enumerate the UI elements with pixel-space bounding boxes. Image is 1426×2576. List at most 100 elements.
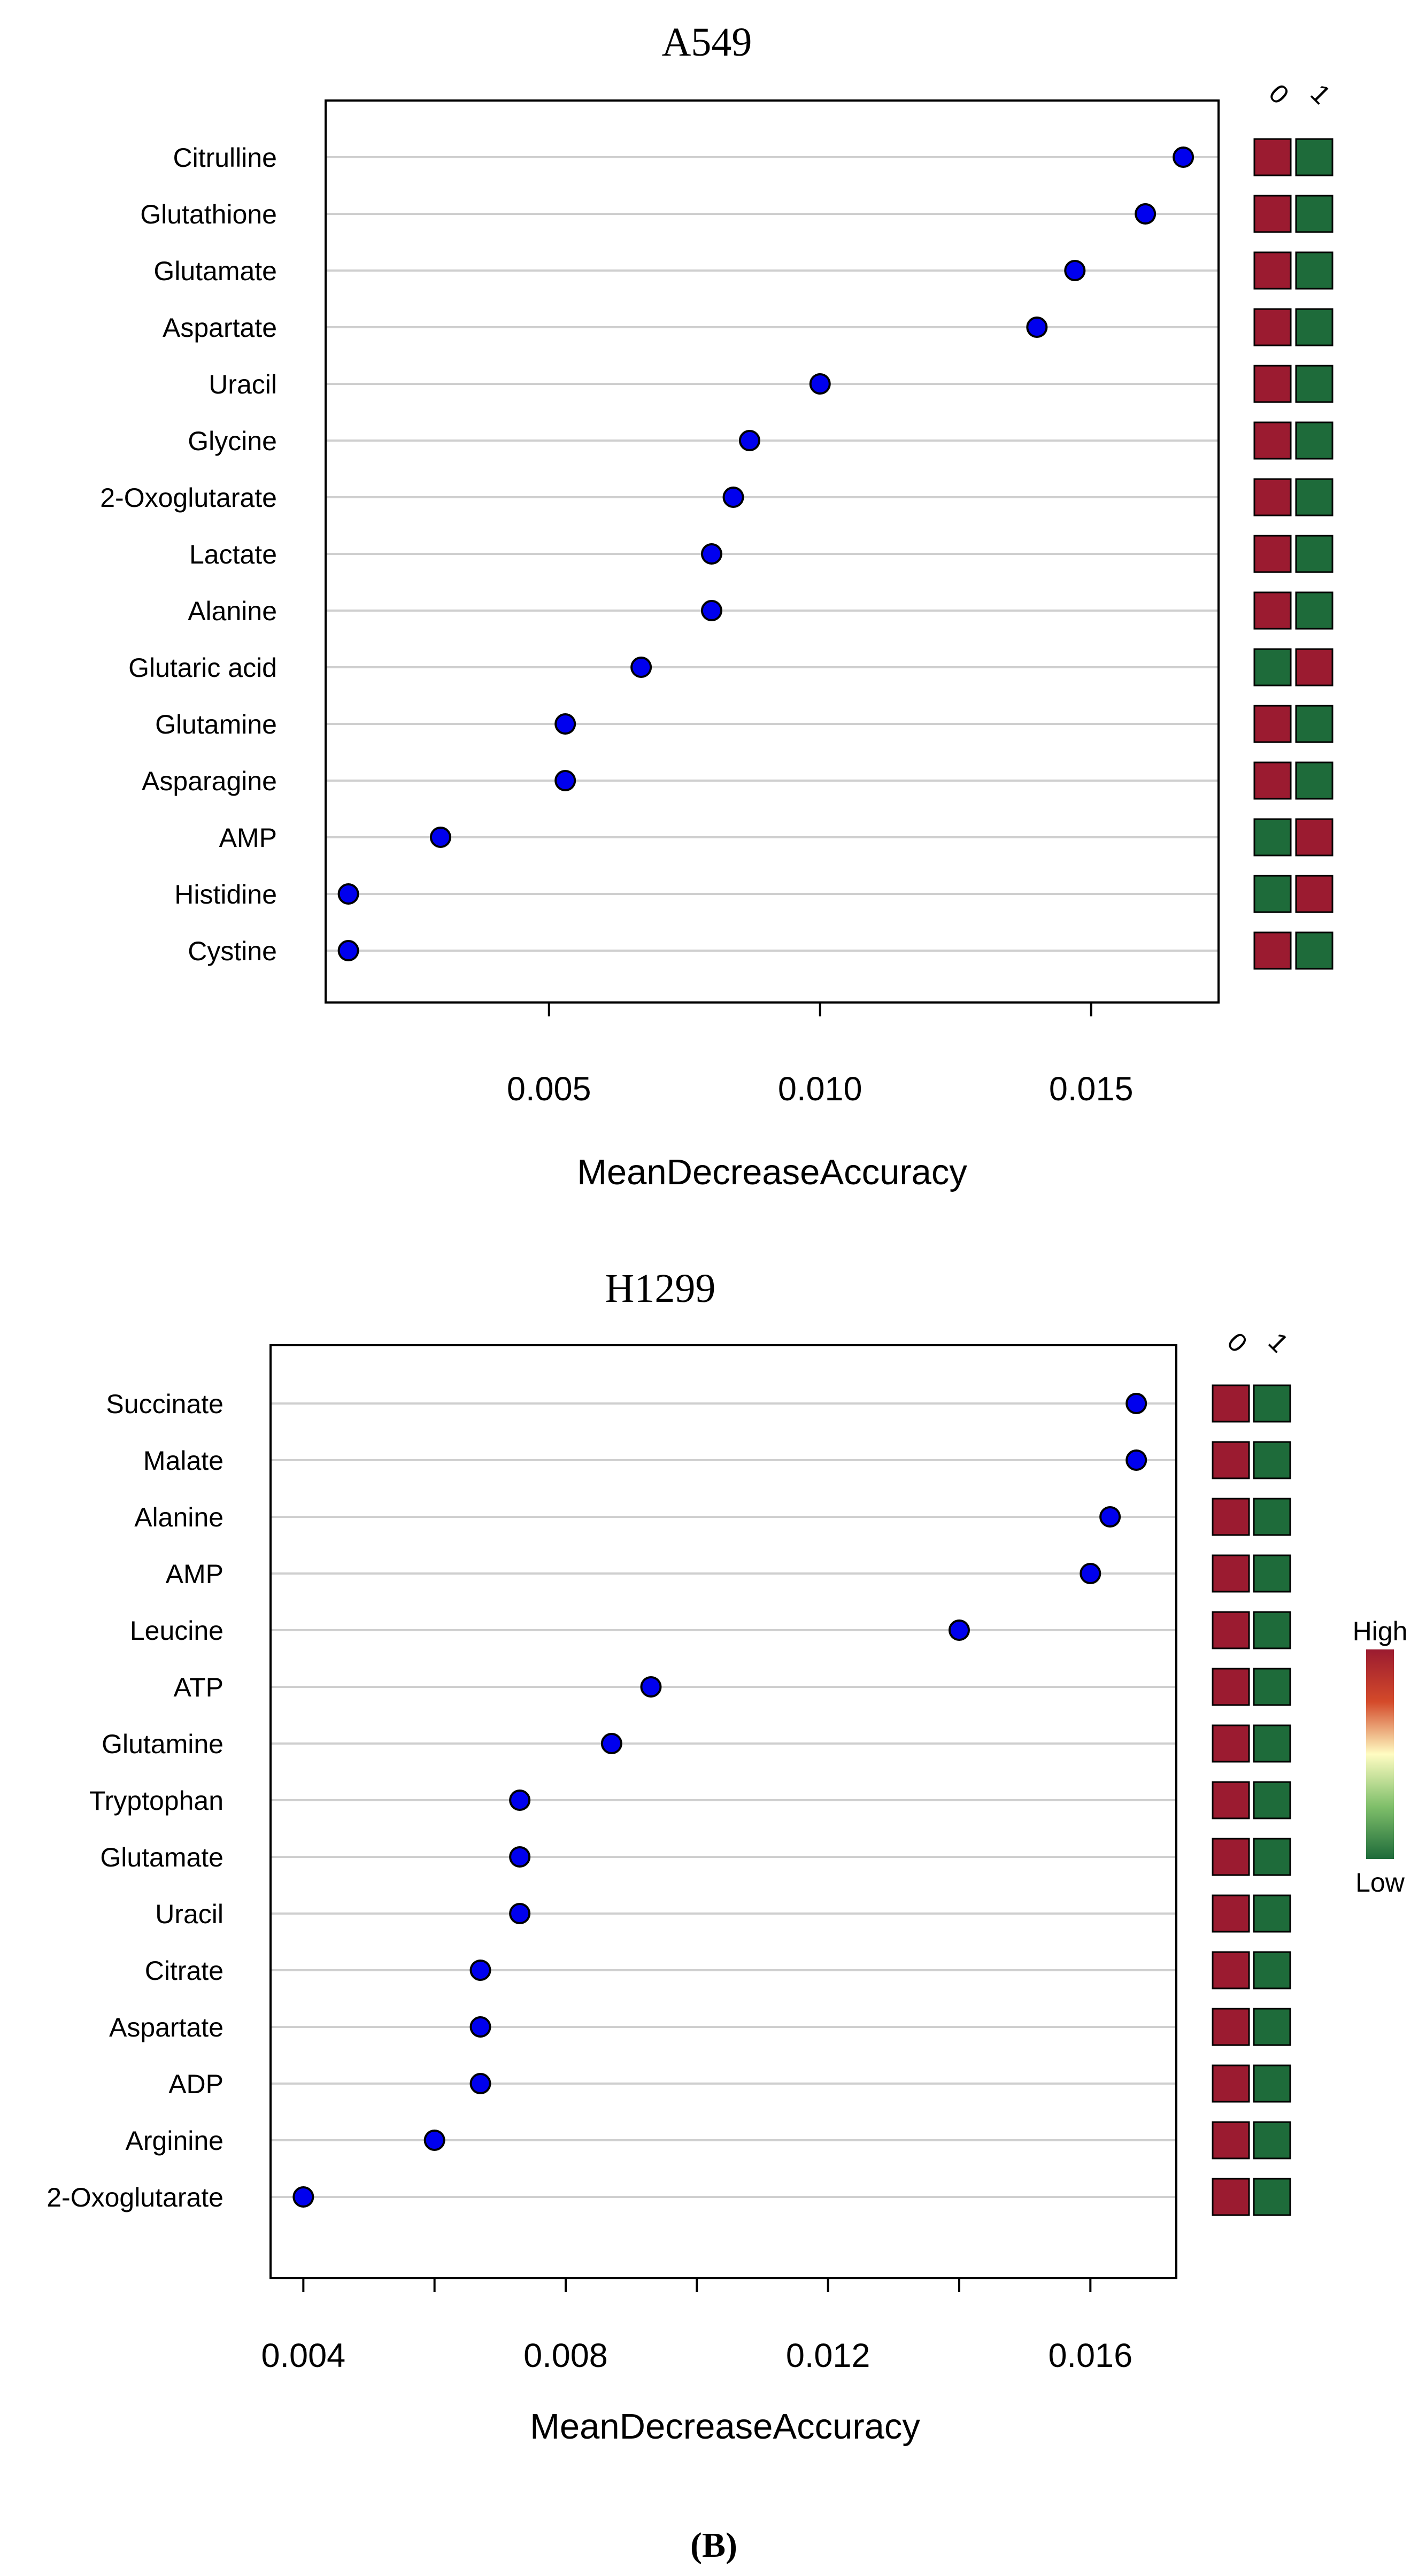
heatmap-cell bbox=[1295, 251, 1333, 290]
x-tick-label: 0.010 bbox=[778, 1070, 862, 1108]
heatmap-cell bbox=[1253, 648, 1292, 687]
heatmap-cell bbox=[1295, 761, 1333, 800]
heatmap-cell bbox=[1253, 1894, 1291, 1933]
class-label: 1 bbox=[1262, 1326, 1294, 1358]
heatmap-cell bbox=[1295, 648, 1333, 687]
category-label: Glutaric acid bbox=[128, 653, 277, 683]
category-label: Glycine bbox=[188, 426, 277, 456]
heatmap-cell bbox=[1253, 138, 1292, 176]
heatmap-cell bbox=[1212, 2008, 1250, 2046]
heatmap-cell bbox=[1212, 1441, 1250, 1479]
heatmap-cell bbox=[1253, 195, 1292, 233]
heatmap-cell bbox=[1295, 365, 1333, 403]
heatmap-cell bbox=[1253, 1724, 1291, 1763]
heatmap-cell bbox=[1253, 478, 1292, 516]
heatmap-cell bbox=[1253, 761, 1292, 800]
heatmap-cell bbox=[1253, 1951, 1291, 1989]
data-point bbox=[1026, 317, 1048, 338]
panel-a549: A549 Citrulline Glutathione Glutamate Aspar… bbox=[100, 20, 1336, 1192]
heatmap-cell bbox=[1295, 931, 1333, 970]
data-point bbox=[469, 1960, 491, 1981]
data-point bbox=[600, 1733, 622, 1754]
category-label: Glutamine bbox=[155, 709, 277, 739]
category-label: Glutathione bbox=[140, 199, 277, 229]
heatmap-cell bbox=[1253, 1498, 1291, 1536]
class-label: 0 bbox=[1263, 78, 1294, 110]
heatmap-cell bbox=[1253, 2121, 1291, 2159]
heatmap-cell bbox=[1253, 818, 1292, 857]
category-label: Malate bbox=[143, 1446, 223, 1476]
heatmap-cell bbox=[1253, 1441, 1291, 1479]
heatmap-cell bbox=[1295, 138, 1333, 176]
x-axis-title: MeanDecreaseAccuracy bbox=[530, 2407, 920, 2447]
data-point bbox=[1135, 203, 1157, 225]
plot-area: Citrulline Glutathione Glutamate Aspartate U… bbox=[100, 78, 1336, 1108]
panel-h1299: H1299 Succinate Malate Alanine AMP Leucine AT… bbox=[47, 1266, 1294, 2447]
category-label: AMP bbox=[166, 1559, 223, 1589]
class-label: 0 bbox=[1221, 1326, 1253, 1358]
panel-title: H1299 bbox=[605, 1266, 716, 1311]
data-point bbox=[429, 827, 451, 848]
category-label: Alanine bbox=[188, 596, 277, 626]
heatmap-cell bbox=[1212, 2178, 1250, 2216]
heatmap-cell bbox=[1253, 1781, 1291, 1819]
data-point bbox=[292, 2186, 314, 2208]
heatmap-cell bbox=[1253, 2008, 1291, 2046]
category-label: 2-Oxoglutarate bbox=[47, 2182, 223, 2212]
color-legend: High Low bbox=[1353, 1616, 1408, 1898]
heatmap-cell bbox=[1253, 1668, 1291, 1706]
data-point bbox=[509, 1846, 531, 1868]
figure-panel-label: (B) bbox=[690, 2526, 737, 2565]
category-label: Glutamate bbox=[100, 1842, 223, 1872]
x-tick-label: 0.015 bbox=[1049, 1070, 1134, 1108]
data-point bbox=[1126, 1393, 1147, 1414]
category-label: AMP bbox=[219, 823, 277, 853]
heatmap-cell bbox=[1212, 1611, 1250, 1649]
x-tick-label: 0.005 bbox=[507, 1070, 591, 1108]
heatmap-cell bbox=[1212, 1498, 1250, 1536]
data-point bbox=[554, 770, 576, 791]
heatmap-cell bbox=[1295, 421, 1333, 460]
data-point bbox=[1064, 260, 1086, 281]
data-point bbox=[423, 2130, 445, 2151]
data-point bbox=[738, 430, 760, 451]
plot-area: Succinate Malate Alanine AMP Leucine ATP Gluta… bbox=[47, 1326, 1294, 2374]
x-tick-label: 0.016 bbox=[1048, 2337, 1132, 2374]
heatmap-cell bbox=[1212, 2121, 1250, 2159]
heatmap-cell bbox=[1212, 1668, 1250, 1706]
data-point bbox=[509, 1903, 531, 1924]
data-point bbox=[722, 487, 744, 508]
category-label: Tryptophan bbox=[89, 1786, 223, 1816]
legend-low-label: Low bbox=[1355, 1868, 1405, 1898]
heatmap-cell bbox=[1253, 875, 1292, 913]
data-point bbox=[509, 1790, 531, 1811]
heatmap-cell bbox=[1253, 421, 1292, 460]
data-point bbox=[1099, 1506, 1121, 1528]
data-point bbox=[337, 883, 359, 905]
legend-high-label: High bbox=[1353, 1616, 1408, 1646]
data-point bbox=[469, 2073, 491, 2094]
heatmap-cell bbox=[1253, 365, 1292, 403]
category-label: Uracil bbox=[155, 1899, 223, 1929]
x-tick-label: 0.012 bbox=[786, 2337, 870, 2374]
heatmap-cell bbox=[1212, 1838, 1250, 1876]
category-label: Cystine bbox=[188, 936, 277, 966]
heatmap-cell bbox=[1295, 308, 1333, 346]
heatmap-cell bbox=[1253, 2178, 1291, 2216]
heatmap-cell bbox=[1212, 1554, 1250, 1593]
category-label: 2-Oxoglutarate bbox=[100, 483, 277, 513]
category-label: Lactate bbox=[189, 539, 277, 569]
heatmap-cell bbox=[1212, 1384, 1250, 1423]
category-label: Leucine bbox=[130, 1616, 223, 1646]
heatmap-cell bbox=[1253, 251, 1292, 290]
heatmap-cell bbox=[1295, 535, 1333, 573]
heatmap-cell bbox=[1212, 1894, 1250, 1933]
heatmap-cell bbox=[1295, 705, 1333, 743]
category-label: Succinate bbox=[106, 1389, 223, 1419]
data-point bbox=[554, 713, 576, 735]
heatmap-cell bbox=[1295, 195, 1333, 233]
heatmap-cell bbox=[1253, 705, 1292, 743]
data-point bbox=[1173, 146, 1194, 168]
category-label: ADP bbox=[168, 2069, 223, 2099]
heatmap-cell bbox=[1295, 478, 1333, 516]
